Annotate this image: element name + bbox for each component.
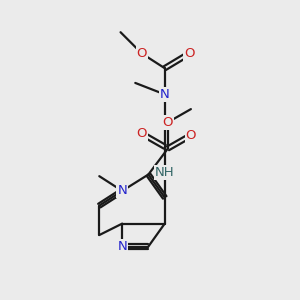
Text: O: O — [136, 127, 147, 140]
Text: N: N — [160, 88, 169, 101]
Text: N: N — [117, 184, 127, 197]
Text: NH: NH — [155, 167, 175, 179]
Text: O: O — [186, 129, 196, 142]
Text: N: N — [117, 240, 127, 253]
Text: O: O — [184, 47, 194, 60]
Text: O: O — [163, 116, 173, 129]
Text: O: O — [136, 47, 147, 60]
